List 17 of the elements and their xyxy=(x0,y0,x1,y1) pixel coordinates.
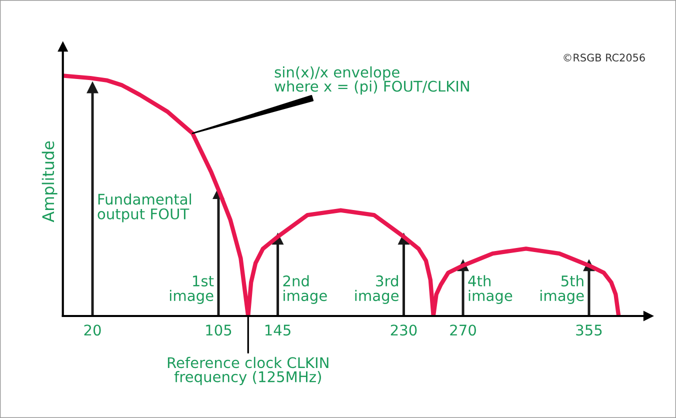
annotation: Fundamental output FOUT xyxy=(98,193,191,222)
annotation: 2nd image xyxy=(283,275,327,304)
x-tick-label: 270 xyxy=(450,324,476,336)
x-tick-label: 230 xyxy=(390,324,417,336)
text: ©RSGB RC2056 xyxy=(564,54,645,62)
annotation: 5th image xyxy=(540,275,584,304)
x-tick-label: 355 xyxy=(576,324,602,336)
x-tick-label: 145 xyxy=(265,324,290,336)
x-tick-label: 20 xyxy=(84,324,101,336)
point xyxy=(86,82,98,94)
annotation: 3rd image xyxy=(355,275,399,304)
x-tick-label: 105 xyxy=(206,324,232,336)
annotation: 1st image xyxy=(170,276,214,304)
annotation: Reference clock CLKIN frequency (125MHz) xyxy=(168,356,328,386)
y-axis-title: Amplitude xyxy=(42,141,58,222)
annotation: 4th image xyxy=(468,275,512,304)
annotation: sin(x)/x envelope where x = (pi) FOUT/CLKIN xyxy=(274,66,469,95)
